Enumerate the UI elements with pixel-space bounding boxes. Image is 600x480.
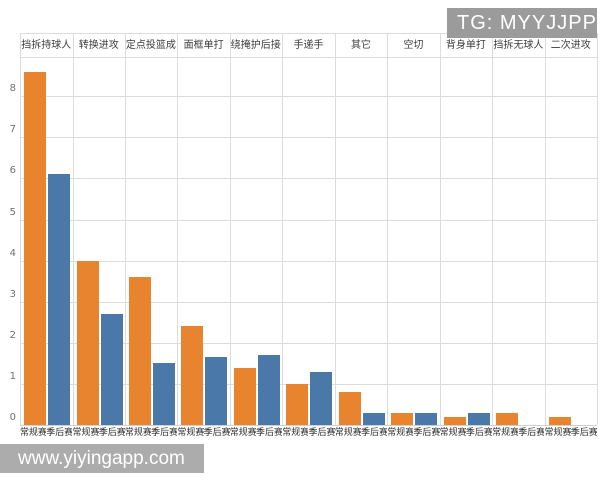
gridline-v [387, 33, 389, 425]
gridline-v [597, 33, 598, 425]
bar-playoffs [415, 412, 438, 425]
x-axis-label-playoffs: 季后赛 [518, 428, 545, 438]
bar-regular-season [24, 71, 46, 425]
y-axis-tick-label: 3 [9, 288, 16, 300]
x-axis-label-regular-season: 常规赛 [177, 428, 204, 438]
bar-playoffs [467, 412, 490, 425]
header-bottom-line [20, 57, 597, 58]
site-watermark: www.yiyingapp.com [0, 444, 204, 473]
gridline-h [20, 342, 597, 344]
bar-regular-season [76, 260, 99, 425]
bar-playoffs [205, 357, 228, 425]
x-axis-label-regular-season: 常规赛 [544, 428, 571, 438]
bar-playoffs [310, 371, 333, 425]
column-header: 定点投篮成.. [125, 40, 177, 51]
column-header: 手递手 [293, 40, 324, 51]
bar-playoffs [100, 314, 123, 425]
y-axis-tick-label: 5 [9, 206, 16, 218]
header-top-line [20, 33, 597, 34]
gridline-h [20, 260, 597, 262]
column-header: 二次进攻 [550, 40, 591, 51]
x-axis-label-playoffs: 季后赛 [308, 428, 335, 438]
x-axis-label-regular-season: 常规赛 [387, 428, 414, 438]
bar-playoffs [257, 355, 280, 425]
x-axis-label-playoffs: 季后赛 [570, 428, 597, 438]
gridline-v [72, 33, 74, 425]
column-header: 其它 [350, 40, 371, 51]
gridline-v [334, 33, 336, 425]
x-axis-label-regular-season: 常规赛 [492, 428, 519, 438]
x-axis-label-regular-season: 常规赛 [334, 428, 361, 438]
gridline-h [20, 383, 597, 385]
x-axis-label-playoffs: 季后赛 [256, 428, 283, 438]
column-header: 背身单打 [445, 40, 486, 51]
bar-playoffs [362, 412, 385, 425]
bar-playoffs [48, 174, 70, 425]
y-axis-tick-label: 6 [9, 165, 16, 177]
column-header: 空切 [403, 40, 424, 51]
bar-regular-season [338, 392, 361, 425]
x-axis-label-playoffs: 季后赛 [465, 428, 493, 438]
x-axis-label-playoffs: 季后赛 [151, 428, 178, 438]
x-axis-label-playoffs: 季后赛 [98, 428, 125, 438]
x-axis-label-regular-season: 常规赛 [229, 428, 256, 438]
column-header: 挡拆持球人 [21, 40, 72, 51]
gridline-v [229, 33, 231, 425]
y-axis-tick-label: 0 [9, 412, 16, 423]
bar-regular-season [548, 416, 571, 425]
column-header: 面框单打 [183, 40, 224, 51]
gridline-v [124, 33, 126, 425]
column-header: 绕掩护后接.. [230, 40, 282, 51]
x-axis-label-regular-season: 常规赛 [282, 428, 309, 438]
x-axis-label-playoffs: 季后赛 [413, 428, 440, 438]
x-axis-label-playoffs: 季后赛 [203, 428, 230, 438]
bar-regular-season [233, 367, 256, 425]
bar-playoffs [152, 363, 175, 426]
bar-regular-season [181, 326, 204, 425]
gridline-v [544, 33, 546, 425]
bar-regular-season [391, 412, 414, 425]
y-axis-tick-label: 2 [9, 329, 16, 341]
x-axis-label-regular-season: 常规赛 [72, 428, 99, 438]
bar-regular-season [443, 416, 466, 425]
gridline-h [20, 425, 597, 426]
x-axis-label-regular-season: 常规赛 [20, 428, 47, 438]
y-axis-tick-label: 1 [9, 370, 16, 382]
gridline-v [439, 33, 441, 425]
y-axis-tick-label: 8 [9, 83, 16, 95]
gridline-h [20, 96, 597, 98]
x-axis-label-regular-season: 常规赛 [124, 428, 152, 438]
gridline-v [177, 33, 179, 425]
gridline-v [282, 33, 284, 425]
column-header: 挡拆无球人 [493, 40, 544, 51]
x-axis-label-playoffs: 季后赛 [46, 428, 73, 438]
gridline-h [20, 219, 597, 221]
gridline-h [20, 178, 597, 180]
gridline-h [20, 301, 597, 303]
gridline-h [20, 137, 597, 139]
x-axis-label-regular-season: 常规赛 [439, 428, 466, 438]
y-axis-tick-label: 7 [9, 124, 16, 136]
gridline-v [492, 33, 494, 425]
gridline-v [20, 33, 21, 425]
bar-regular-season [286, 383, 309, 425]
y-axis-tick-label: 4 [9, 247, 16, 259]
tg-watermark-badge: TG: MYYJJPP [447, 8, 597, 38]
column-header: 转换进攻 [78, 40, 119, 51]
bar-regular-season [128, 277, 151, 425]
bar-regular-season [496, 412, 519, 425]
x-axis-label-playoffs: 季后赛 [361, 428, 388, 438]
